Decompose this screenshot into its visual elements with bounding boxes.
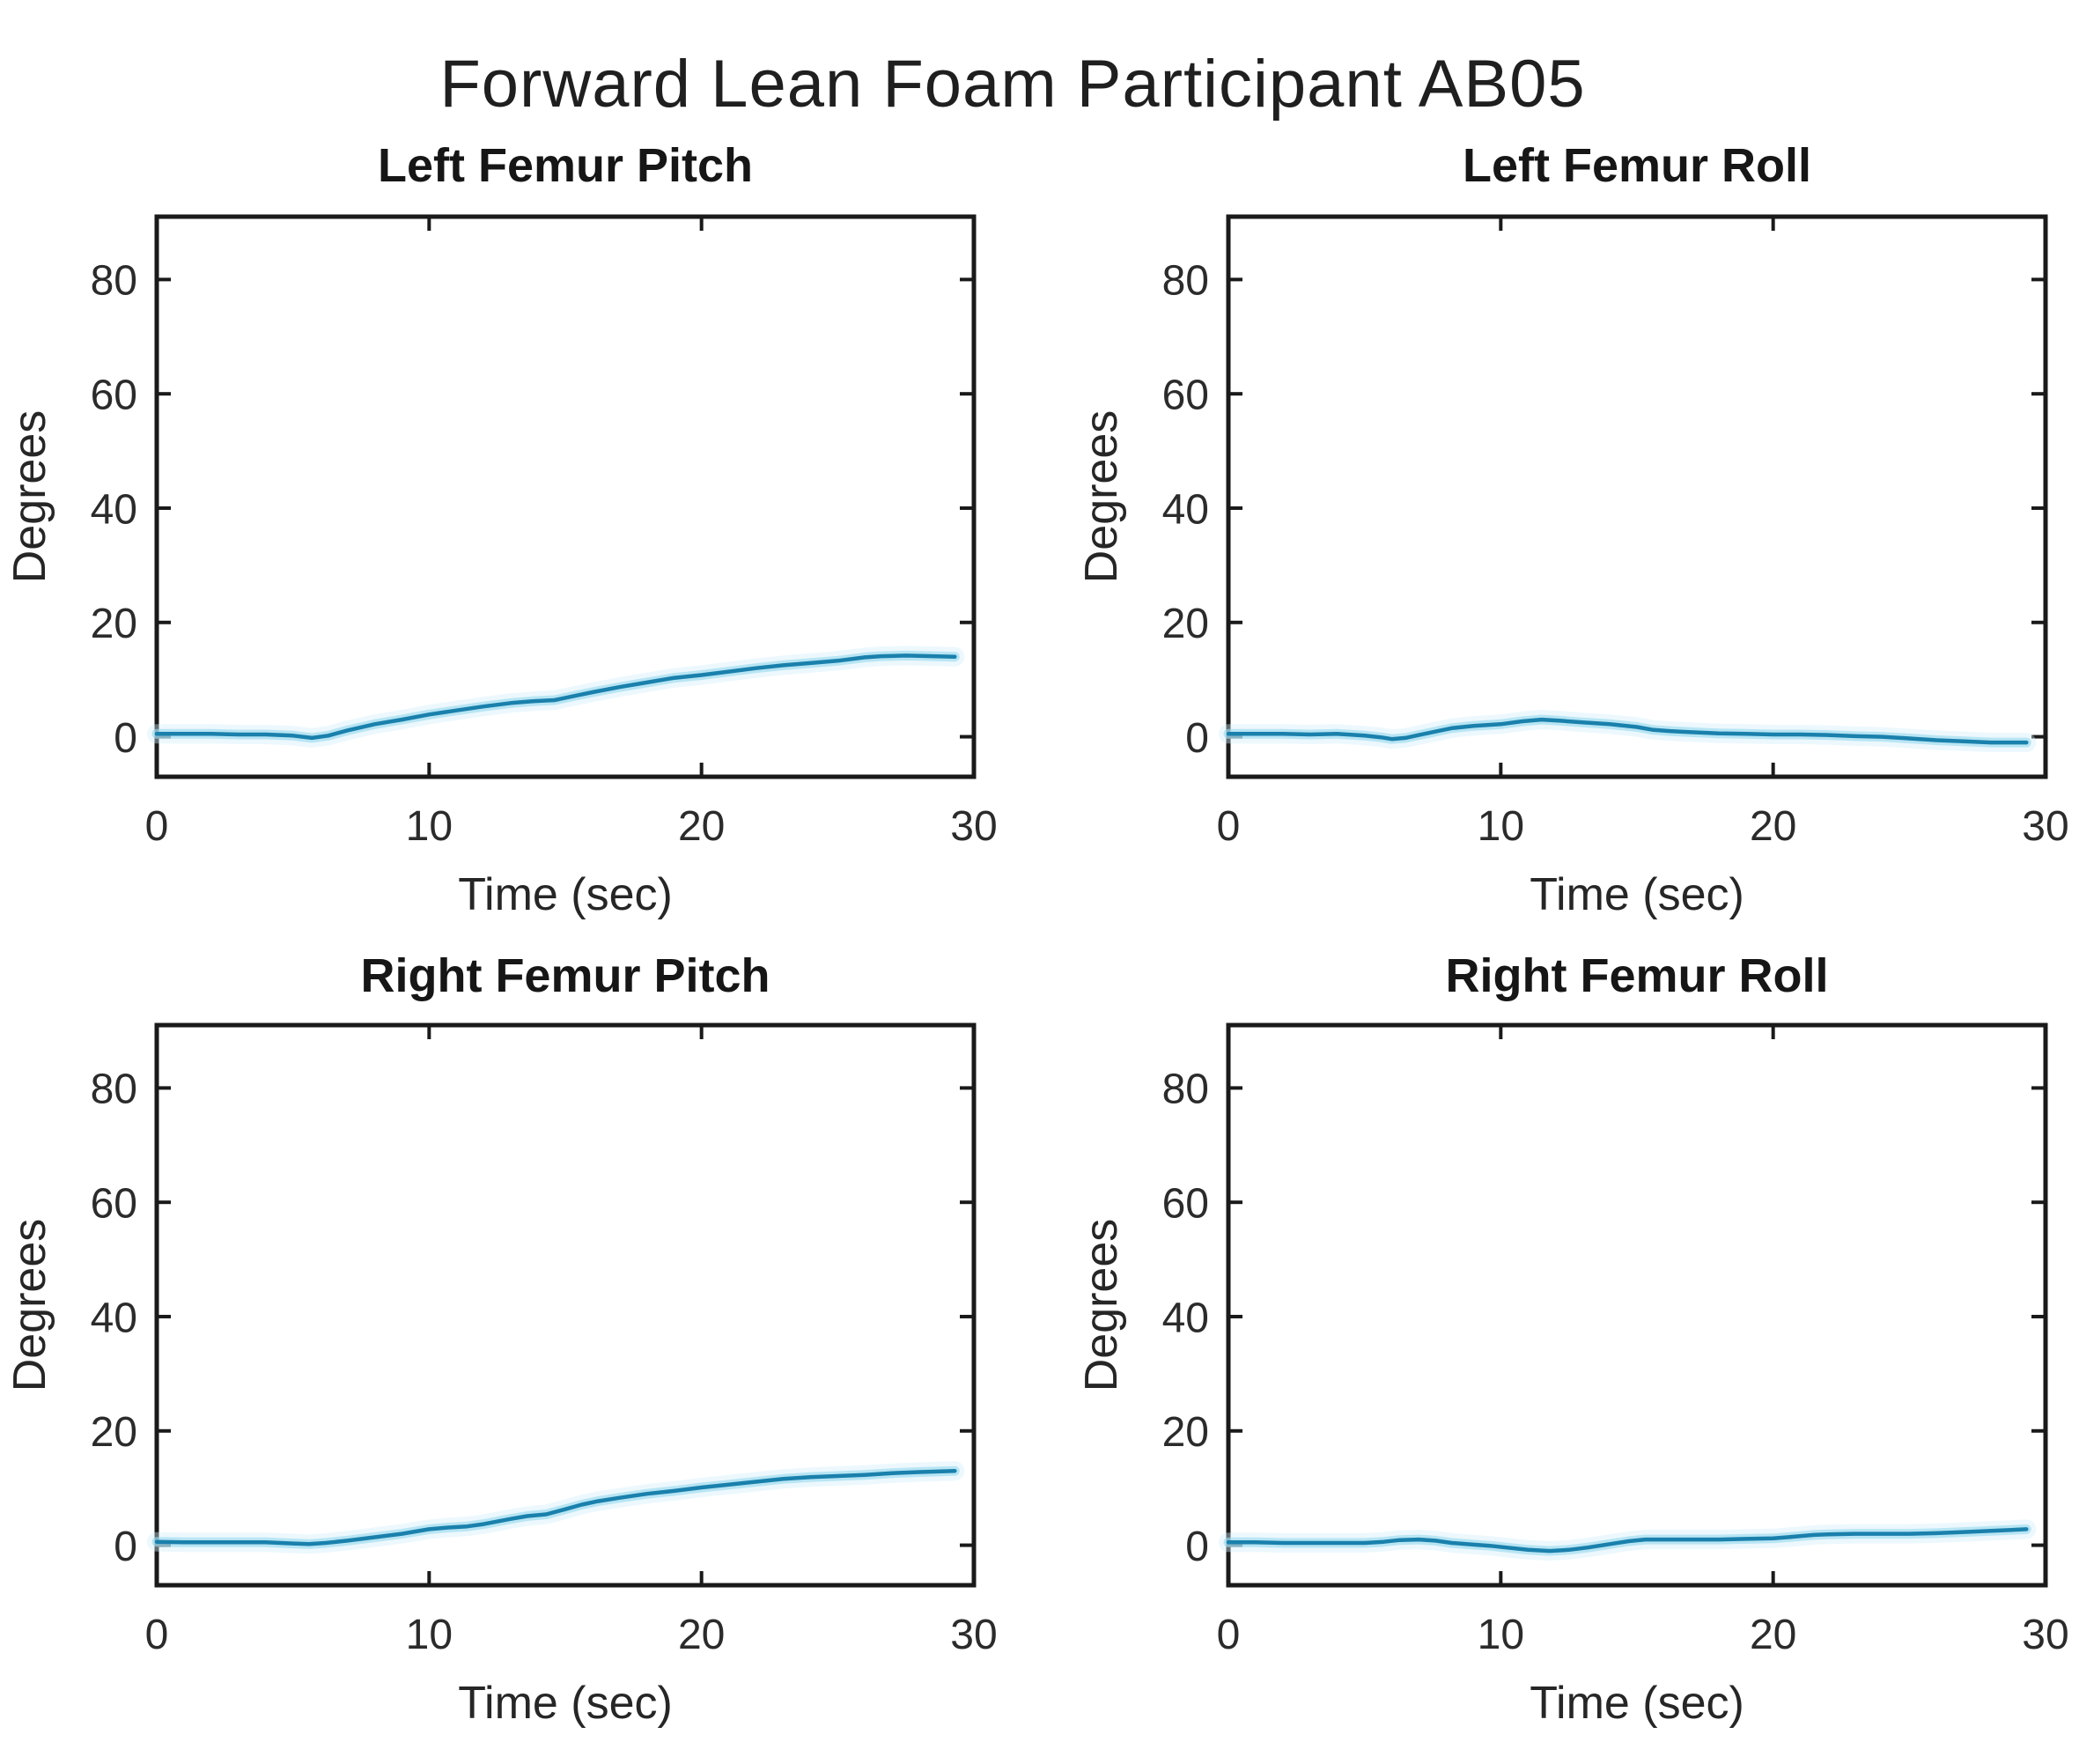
x-tick-label: 0	[1217, 1612, 1241, 1658]
x-tick-label: 10	[1478, 1612, 1524, 1658]
x-tick-label: 20	[1750, 803, 1796, 850]
x-tick-label: 30	[950, 1612, 997, 1658]
y-axis-label: Degrees	[1076, 1218, 1127, 1392]
x-tick-label: 10	[406, 803, 453, 850]
y-tick-label: 60	[91, 1180, 137, 1227]
subplot-title-right-femur-pitch: Right Femur Pitch	[360, 949, 770, 1002]
x-tick-label: 10	[406, 1612, 453, 1658]
y-tick-label: 80	[1162, 1067, 1209, 1113]
y-tick-label: 40	[1162, 486, 1209, 533]
x-axis-label: Time (sec)	[1530, 1678, 1744, 1729]
subplot-right-femur-pitch: 0 10 20 30 0 20 40 60 80	[91, 1022, 998, 1658]
y-tick-label: 60	[1162, 372, 1209, 418]
y-tick-label: 20	[91, 1409, 137, 1456]
data-line	[1226, 717, 2029, 745]
x-tick-label: 0	[1217, 803, 1241, 850]
y-tick-label: 60	[1162, 1180, 1209, 1227]
x-axis-label: Time (sec)	[1530, 869, 1744, 920]
x-axis-label: Time (sec)	[458, 1678, 673, 1729]
y-tick-label: 80	[1162, 258, 1209, 305]
y-tick-label: 0	[114, 1524, 137, 1570]
x-tick-label: 30	[2022, 1612, 2068, 1658]
x-tick-label: 30	[950, 803, 997, 850]
y-tick-label: 0	[1185, 1524, 1209, 1570]
y-axis-label: Degrees	[1076, 410, 1127, 584]
y-axis-label: Degrees	[4, 1218, 55, 1392]
plot-box	[154, 1022, 977, 1588]
subplot-right-femur-roll: 0 10 20 30 0 20 40 60 80	[1162, 1022, 2069, 1658]
y-tick-label: 80	[91, 1067, 137, 1113]
y-tick-label: 80	[91, 258, 137, 305]
y-tick-label: 60	[91, 372, 137, 418]
plot-box	[1226, 1022, 2048, 1588]
subplot-title-right-femur-roll: Right Femur Roll	[1445, 949, 1829, 1002]
y-tick-label: 20	[91, 601, 137, 647]
y-tick-label: 20	[1162, 601, 1209, 647]
subplot-left-femur-pitch: 0 10 20 30 0 20 40 60 80	[91, 214, 998, 850]
data-line	[1226, 1527, 2029, 1554]
x-tick-label: 20	[678, 1612, 725, 1658]
x-tick-label: 0	[145, 1612, 169, 1658]
subplot-title-left-femur-roll: Left Femur Roll	[1462, 139, 1812, 192]
data-line	[154, 653, 957, 741]
data-line	[154, 1468, 957, 1546]
subplot-title-left-femur-pitch: Left Femur Pitch	[377, 139, 754, 192]
y-tick-label: 40	[91, 486, 137, 533]
x-tick-label: 20	[1750, 1612, 1796, 1658]
x-tick-label: 20	[678, 803, 725, 850]
x-tick-label: 30	[2022, 803, 2068, 850]
y-axis-label: Degrees	[4, 410, 55, 584]
y-tick-label: 20	[1162, 1409, 1209, 1456]
subplot-left-femur-roll: 0 10 20 30 0 20 40 60 80	[1162, 214, 2069, 850]
y-tick-label: 40	[91, 1295, 137, 1341]
plot-box	[154, 214, 977, 779]
y-tick-label: 40	[1162, 1295, 1209, 1341]
y-tick-label: 0	[1185, 715, 1209, 762]
y-tick-label: 0	[114, 715, 137, 762]
plot-box	[1226, 214, 2048, 779]
figure-title: Forward Lean Foam Participant AB05	[439, 47, 1586, 122]
x-tick-label: 0	[145, 803, 169, 850]
x-tick-label: 10	[1478, 803, 1524, 850]
x-axis-label: Time (sec)	[458, 869, 673, 920]
